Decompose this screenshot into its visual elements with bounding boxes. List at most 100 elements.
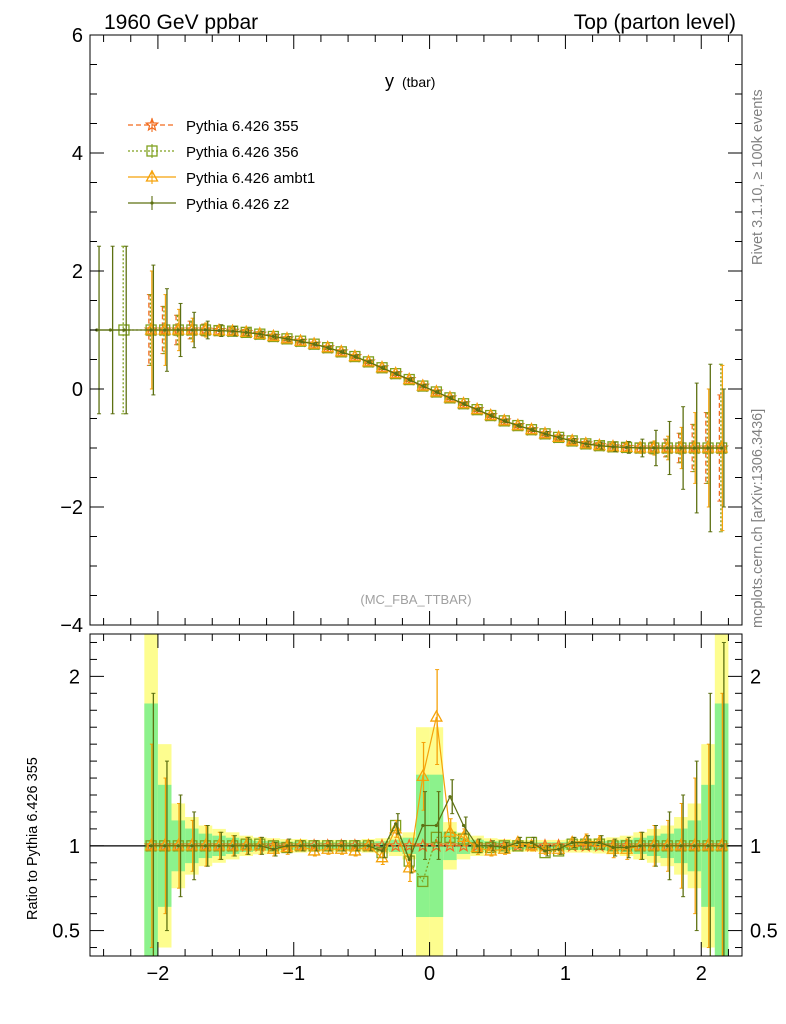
main-point [597, 444, 601, 448]
main-point [407, 377, 411, 382]
ratio-point [566, 838, 578, 850]
ratio-point [687, 838, 702, 853]
legend-marker-1 [146, 145, 158, 157]
ratio-point [646, 838, 661, 853]
main-point [326, 346, 330, 350]
main-point [700, 440, 716, 455]
main-point [176, 328, 180, 332]
ratio-data-layer [90, 641, 742, 957]
ratio-point [211, 838, 227, 853]
main-point [434, 390, 438, 394]
main-point [231, 329, 235, 333]
ratio-point [543, 849, 547, 853]
energy-label: 1960 GeV ppbar [104, 11, 258, 34]
plot-title: y [385, 71, 394, 91]
main-point [353, 354, 357, 359]
ratio-point [429, 709, 443, 722]
ratio-plot-panel: −2 −1 0 1 2 0.5 0.5 1 1 2 2 Ratio to Pythia 6.426 … [25, 633, 778, 985]
ratio-point [456, 830, 471, 843]
main-point [543, 432, 547, 436]
ratio-y-tick-label-right: 0.5 [750, 921, 778, 943]
ratio-point [624, 845, 629, 850]
main-point [312, 342, 316, 346]
ratio-point [429, 838, 444, 853]
legend-label-ambt1: Pythia 6.426 ambt1 [186, 170, 315, 187]
ratio-point [217, 844, 221, 848]
ratio-point [190, 844, 194, 848]
main-y-tick-label: 0 [72, 379, 83, 401]
main-point [605, 439, 621, 454]
ratio-point [347, 838, 363, 853]
ratio-point [611, 845, 615, 850]
main-point [720, 446, 724, 450]
main-point [163, 328, 167, 332]
ratio-point [679, 844, 683, 848]
process-label: Top (parton level) [574, 11, 736, 34]
ratio-point [665, 844, 669, 848]
ratio-point [279, 838, 295, 853]
ratio-point [700, 838, 716, 853]
main-point [448, 396, 452, 400]
main-point [660, 440, 675, 455]
main-point [285, 337, 289, 341]
main-point [638, 446, 642, 450]
ratio-point [620, 840, 633, 852]
legend: Pythia 6.426 355 Pythia 6.426 356 Pythia… [128, 117, 315, 213]
ratio-point [298, 844, 303, 848]
ratio-series-3 [149, 641, 726, 957]
ratio-point [597, 840, 601, 845]
ratio-y-axis-label: Ratio to Pythia 6.426 355 [25, 757, 41, 920]
ratio-uncertainty-bands [144, 634, 729, 956]
main-point [706, 446, 710, 450]
main-point [271, 334, 275, 339]
main-point [529, 428, 534, 432]
main-point [624, 445, 629, 450]
main-point [570, 439, 574, 443]
ratio-point [673, 838, 689, 853]
main-point [298, 339, 303, 343]
main-point [584, 442, 588, 446]
main-point [673, 440, 689, 455]
ratio-x-tick-label: −1 [282, 963, 305, 985]
main-y-tick-label: −4 [60, 615, 83, 637]
main-point [475, 408, 479, 412]
main-point [516, 423, 520, 428]
ratio-point [394, 822, 398, 826]
ratio-point [238, 838, 254, 853]
ratio-y-tick-label-left: 1 [69, 836, 80, 858]
ratio-point [632, 838, 648, 853]
main-y-tick-label: 2 [72, 261, 83, 283]
ratio-point [149, 844, 153, 848]
ratio-point [421, 823, 425, 828]
ratio-point [502, 845, 506, 850]
main-y-tick-label: 6 [72, 25, 83, 47]
ratio-point [516, 840, 520, 845]
ratio-point [706, 844, 710, 848]
ratio-point [489, 844, 493, 848]
ratio-point [714, 838, 729, 853]
ratio-x-tick-label: 2 [696, 963, 707, 985]
ratio-point [417, 875, 429, 888]
ratio-plot-frame [89, 633, 743, 957]
ratio-point [334, 838, 349, 853]
legend-marker-0 [144, 117, 160, 132]
ratio-y-tick-label-right: 2 [750, 666, 761, 688]
ratio-band-green [714, 703, 729, 956]
main-point [714, 440, 729, 455]
plot-title-subscript: (tbar) [402, 74, 435, 90]
main-point [665, 446, 669, 450]
ratio-point [483, 838, 498, 853]
legend-label-355: Pythia 6.426 355 [186, 118, 299, 135]
ratio-x-tick-label: 0 [424, 963, 435, 985]
main-y-tick-label: −2 [60, 497, 83, 519]
ratio-point [416, 769, 430, 782]
ratio-point [401, 838, 417, 853]
ratio-point [660, 838, 675, 853]
ratio-point [584, 840, 588, 845]
main-point [692, 446, 697, 450]
main-point [394, 372, 398, 376]
main-point [502, 419, 506, 423]
ratio-point [557, 847, 561, 851]
ratio-point [258, 844, 262, 848]
main-point [217, 328, 221, 333]
